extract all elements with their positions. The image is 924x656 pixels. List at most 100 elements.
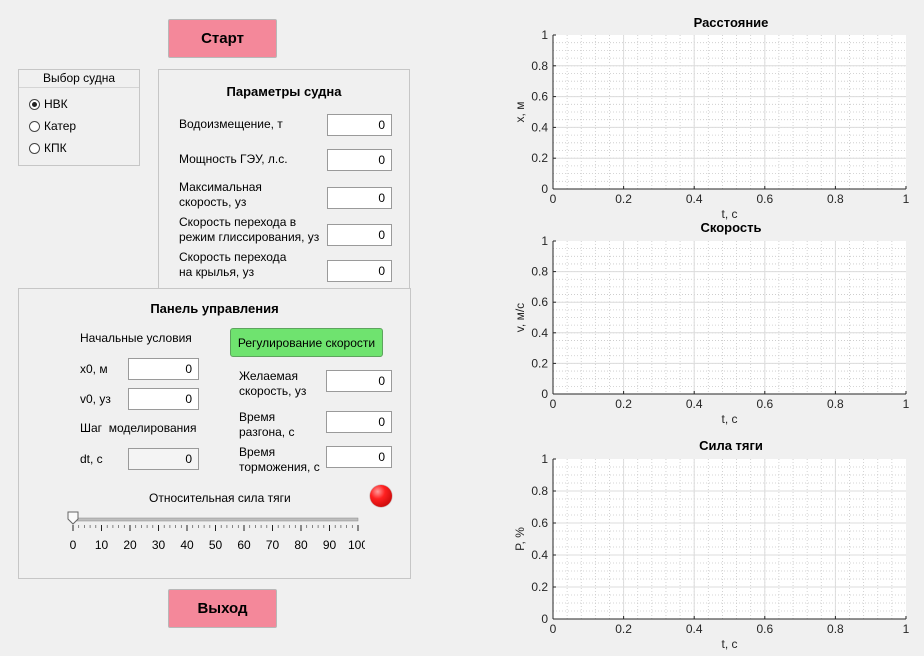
x-axis-label: t, c — [721, 412, 737, 426]
x0-field[interactable]: 0 — [128, 358, 199, 380]
accel-time-label: Время разгона, с — [239, 410, 295, 439]
speed-control-button[interactable]: Регулирование скорости — [230, 328, 383, 357]
params-title: Параметры судна — [226, 84, 342, 99]
chart-title-speed: Скорость — [700, 220, 762, 235]
max-speed-label: Максимальная скорость, уз — [179, 180, 262, 209]
x-tick-label: 0.6 — [756, 397, 773, 411]
thrust-label: Относительная сила тяги — [149, 491, 291, 505]
foil-speed-label: Скорость перехода на крылья, уз — [179, 250, 287, 279]
status-lamp-icon — [370, 485, 392, 507]
v0-label: v0, уз — [80, 392, 111, 406]
x-tick-label: 0.6 — [756, 192, 773, 206]
x-tick-label: 0.8 — [827, 397, 844, 411]
step-title: Шаг моделирования — [80, 421, 197, 435]
start-button[interactable]: Старт — [168, 19, 277, 58]
radio-button-icon[interactable] — [29, 98, 40, 110]
y-tick-label: 0.4 — [531, 120, 548, 134]
y-tick-label: 0.2 — [531, 151, 548, 165]
x0-label: x0, м — [80, 362, 108, 376]
desired-speed-field[interactable]: 0 — [326, 370, 392, 392]
desired-speed-label: Желаемая скорость, уз — [239, 369, 307, 398]
y-tick-label: 0 — [541, 387, 548, 401]
exit-button[interactable]: Выход — [168, 589, 277, 628]
initial-conditions-label: Начальные условия — [80, 331, 192, 345]
slider-thumb — [67, 511, 79, 525]
y-tick-label: 0.8 — [531, 59, 548, 73]
x-axis-label: t, c — [721, 207, 737, 221]
dt-label: dt, с — [80, 452, 103, 466]
vessel-params-panel: Параметры судна Водоизмещение, т 0 Мощно… — [158, 69, 410, 289]
x-tick-label: 1 — [903, 397, 910, 411]
y-tick-label: 0.2 — [531, 356, 548, 370]
y-tick-label: 0.8 — [531, 484, 548, 498]
radio-label: НВК — [44, 97, 68, 111]
y-axis-label: x, м — [513, 102, 527, 123]
slider-tick-label: 10 — [95, 538, 109, 552]
vessel-select-title: Выбор судна — [19, 70, 139, 88]
power-label: Мощность ГЭУ, л.с. — [179, 152, 288, 166]
x-tick-label: 0 — [550, 397, 557, 411]
x-tick-label: 0.8 — [827, 622, 844, 636]
radio-button-icon[interactable] — [29, 120, 40, 132]
x-tick-label: 1 — [903, 192, 910, 206]
x-tick-label: 0.4 — [686, 397, 703, 411]
slider-svg[interactable]: 0 10 20 30 40 50 60 70 80 90 100 — [65, 511, 368, 561]
slider-tick-label: 80 — [294, 538, 308, 552]
y-tick-label: 1 — [541, 235, 548, 248]
thrust-slider[interactable]: 0 10 20 30 40 50 60 70 80 90 100 — [65, 511, 368, 561]
slider-tick-label: 0 — [70, 538, 77, 552]
slider-tick-label: 40 — [180, 538, 194, 552]
speed-chart: 0 0.2 0.4 0.6 0.8 1 0 0.2 0.4 0.6 0.8 1 t, c v, м/с — [513, 235, 910, 426]
x-tick-label: 0.2 — [615, 397, 632, 411]
vessel-select-panel: Выбор судна НВК Катер КПК — [18, 69, 140, 166]
v0-field[interactable]: 0 — [128, 388, 199, 410]
x-tick-label: 0.6 — [756, 622, 773, 636]
y-tick-label: 0.4 — [531, 326, 548, 340]
slider-tick-label: 60 — [237, 538, 251, 552]
slider-tick-label: 90 — [323, 538, 337, 552]
distance-chart: 0 0.2 0.4 0.6 0.8 1 0 0.2 0.4 0.6 0.8 1 t, c x, м — [513, 30, 910, 221]
radio-option-kpk[interactable]: КПК — [29, 139, 67, 157]
radio-label: Катер — [44, 119, 77, 133]
slider-tick-label: 30 — [152, 538, 166, 552]
radio-option-kater[interactable]: Катер — [29, 117, 76, 135]
x-tick-label: 0.2 — [615, 622, 632, 636]
y-axis-label: v, м/с — [513, 303, 527, 332]
y-tick-label: 1 — [541, 30, 548, 42]
y-tick-label: 0.4 — [531, 548, 548, 562]
y-tick-label: 0 — [541, 182, 548, 196]
slider-tick-label: 50 — [209, 538, 223, 552]
control-panel: Панель управления Начальные условия x0, … — [18, 288, 411, 579]
control-title: Панель управления — [150, 301, 279, 316]
foil-speed-field[interactable]: 0 — [327, 260, 392, 282]
chart-title-thrust: Сила тяги — [699, 438, 763, 453]
y-tick-label: 0.6 — [531, 516, 548, 530]
x-tick-label: 0.4 — [686, 192, 703, 206]
planing-speed-field[interactable]: 0 — [327, 224, 392, 246]
y-tick-label: 1 — [541, 453, 548, 466]
x-tick-label: 0.8 — [827, 192, 844, 206]
displacement-label: Водоизмещение, т — [179, 117, 283, 131]
y-tick-label: 0.6 — [531, 295, 548, 309]
y-tick-label: 0.6 — [531, 90, 548, 104]
y-tick-label: 0.8 — [531, 265, 548, 279]
slider-track — [72, 517, 359, 522]
accel-time-field[interactable]: 0 — [326, 411, 392, 433]
slider-tick-label: 100 — [348, 538, 365, 552]
x-tick-label: 0.4 — [686, 622, 703, 636]
max-speed-field[interactable]: 0 — [327, 187, 392, 209]
y-tick-label: 0.2 — [531, 580, 548, 594]
planing-speed-label: Скорость перехода в режим глиссирования,… — [179, 215, 320, 244]
chart-title-distance: Расстояние — [693, 15, 769, 30]
radio-option-nvk[interactable]: НВК — [29, 95, 68, 113]
displacement-field[interactable]: 0 — [327, 114, 392, 136]
x-tick-label: 0 — [550, 622, 557, 636]
slider-tick-label: 70 — [266, 538, 280, 552]
power-field[interactable]: 0 — [327, 149, 392, 171]
radio-label: КПК — [44, 141, 67, 155]
slider-tick-label: 20 — [123, 538, 137, 552]
radio-button-icon[interactable] — [29, 142, 40, 154]
x-tick-label: 0 — [550, 192, 557, 206]
brake-time-field[interactable]: 0 — [326, 446, 392, 468]
dt-field[interactable]: 0 — [128, 448, 199, 470]
